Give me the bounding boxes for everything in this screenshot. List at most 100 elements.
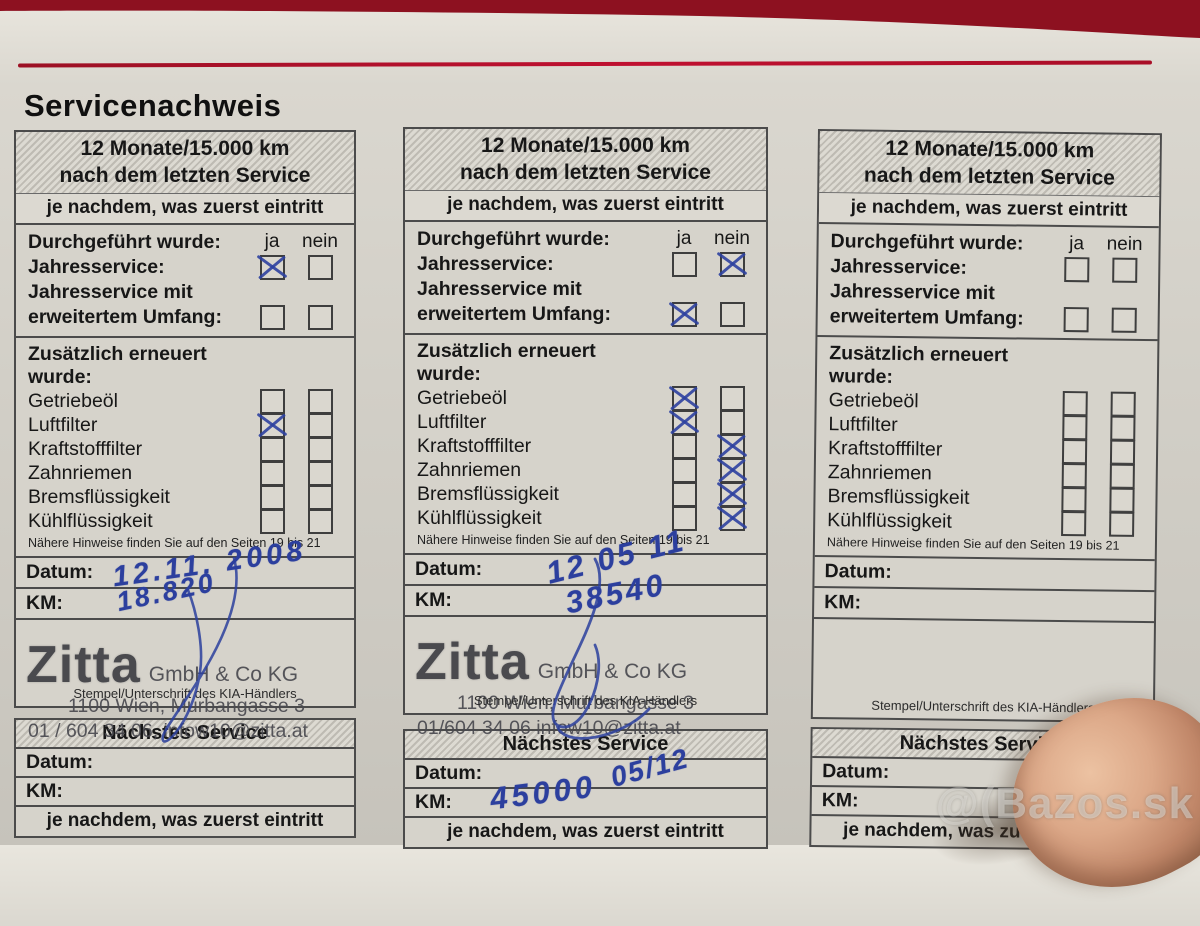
item-bremsfluessigkeit: Bremsflüssigkeit <box>417 482 559 505</box>
header-line1: 12 Monate/15.000 km <box>80 137 290 160</box>
next-date-label: Datum: <box>415 762 483 784</box>
watermark-camera-icon: @( <box>935 779 996 828</box>
checkbox-zahnriemen-ja <box>259 460 285 486</box>
stamp-caption: Stempel/Unterschrift des KIA-Händlers <box>473 693 698 708</box>
header-line2: nach dem letzten Service <box>460 160 711 184</box>
watermark-text: Bazos.sk <box>995 779 1194 828</box>
stamp-type: GmbH & Co KG <box>537 659 688 683</box>
item-luftfilter: Luftfilter <box>828 412 898 436</box>
performed-section: Durchgeführt wurde: ja nein Jahresservice:… <box>405 222 766 335</box>
checkbox-getriebeoel-nein <box>1110 391 1136 417</box>
service-form: 12 Monate/15.000 km nach dem letzten Ser… <box>810 129 1162 724</box>
item-getriebeoel: Getriebeöl <box>417 386 507 409</box>
form-header: 12 Monate/15.000 km nach dem letzten Ser… <box>16 132 354 194</box>
form-header: 12 Monate/15.000 km nach dem letzten Ser… <box>405 129 766 191</box>
renewed-section: Zusätzlich erneuert wurde: Getriebeöl Lu… <box>16 338 354 558</box>
item-zahnriemen: Zahnriemen <box>417 458 522 481</box>
no-label: nein <box>714 228 750 250</box>
printed-red-rule <box>17 60 1153 68</box>
service-record-column-1: 12 Monate/15.000 km nach dem letzten Ser… <box>14 130 356 838</box>
checkbox-bremsfluessigkeit-ja <box>1060 486 1087 513</box>
checkbox-kuehlfluessigkeit-nein <box>1108 511 1134 537</box>
item-kraftstofffilter: Kraftstofffilter <box>28 437 143 460</box>
checkbox-erweitert-ja <box>259 304 285 330</box>
next-date-label: Datum: <box>26 751 94 773</box>
header-sub: je nachdem, was zuerst eintritt <box>16 193 354 225</box>
stamp-caption: Stempel/Unterschrift des KIA-Händlers <box>73 686 297 701</box>
next-date-label: Datum: <box>822 760 890 783</box>
stamp-contact: 01/604 34 06 infow10@zitta.at <box>417 716 681 739</box>
checkbox-kraftstofffilter-nein <box>719 433 745 459</box>
date-label: Datum: <box>415 557 483 580</box>
checkbox-kraftstofffilter-ja <box>1061 438 1087 465</box>
checkbox-jahresservice-nein <box>1111 257 1137 283</box>
service-record-column-2: 12 Monate/15.000 km nach dem letzten Ser… <box>403 127 768 849</box>
checkbox-bremsfluessigkeit-nein <box>307 484 333 510</box>
checkbox-bremsfluessigkeit-ja <box>671 481 697 507</box>
checkbox-kuehlfluessigkeit-nein <box>307 508 333 534</box>
erweitert-label-2: erweitertem Umfang: <box>417 302 611 325</box>
km-label: KM: <box>824 590 862 614</box>
checkbox-bremsfluessigkeit-ja <box>259 484 285 510</box>
book-spine-red-band <box>0 0 1200 38</box>
service-form: 12 Monate/15.000 km nach dem letzten Ser… <box>403 127 768 740</box>
item-bremsfluessigkeit: Bremsflüssigkeit <box>827 484 970 509</box>
item-getriebeoel: Getriebeöl <box>828 388 919 412</box>
checkbox-getriebeoel-nein <box>307 388 333 414</box>
renewed-label: Zusätzlich erneuert wurde: <box>28 342 207 388</box>
checkbox-zahnriemen-ja <box>671 457 697 483</box>
checkbox-luftfilter-nein <box>719 409 745 435</box>
checkbox-jahresservice-nein <box>307 254 333 280</box>
header-sub: je nachdem, was zuerst eintritt <box>405 190 766 222</box>
jahresservice-label: Jahresservice: <box>830 254 968 279</box>
km-label: KM: <box>26 591 63 614</box>
checkbox-jahresservice-nein <box>719 251 745 277</box>
erweitert-label-1: Jahresservice mit <box>417 277 582 300</box>
header-line2: nach dem letzten Service <box>59 163 311 187</box>
stamp-name: Zitta <box>26 635 141 694</box>
checkbox-kraftstofffilter-ja <box>671 433 697 459</box>
checkbox-getriebeoel-ja <box>1062 390 1088 417</box>
footnote: Nähere Hinweise finden Sie auf den Seite… <box>826 534 1120 553</box>
checkbox-jahresservice-ja <box>671 251 697 277</box>
form-header: 12 Monate/15.000 km nach dem letzten Ser… <box>819 131 1160 197</box>
item-zahnriemen: Zahnriemen <box>28 461 133 484</box>
erweitert-label-1: Jahresservice mit <box>28 280 193 303</box>
header-line1: 12 Monate/15.000 km <box>481 134 690 157</box>
yes-label: ja <box>1069 233 1085 255</box>
checkbox-kraftstofffilter-nein <box>1109 439 1135 465</box>
erweitert-label-2: erweitertem Umfang: <box>829 304 1024 330</box>
item-getriebeoel: Getriebeöl <box>28 389 118 412</box>
checkbox-luftfilter-ja <box>671 409 697 435</box>
stamp-contact: 01 / 604 34 06, infow10@zitta.at <box>28 719 308 742</box>
checkbox-jahresservice-ja <box>259 254 285 280</box>
performed-label: Durchgeführt wurde: <box>830 229 1024 255</box>
yes-label: ja <box>264 231 280 253</box>
renewed-label: Zusätzlich erneuert wurde: <box>417 339 596 385</box>
checkbox-zahnriemen-nein <box>307 460 333 486</box>
renewed-section: Zusätzlich erneuert wurde: Getriebeöl Lu… <box>814 336 1158 561</box>
footnote: Nähere Hinweise finden Sie auf den Seite… <box>28 535 321 550</box>
no-label: nein <box>302 231 338 253</box>
renewed-label: Zusätzlich erneuert wurde: <box>828 341 1009 388</box>
erweitert-label-1: Jahresservice mit <box>829 279 995 304</box>
performed-section: Durchgeführt wurde: ja nein Jahresservice:… <box>16 225 354 338</box>
item-bremsfluessigkeit: Bremsflüssigkeit <box>28 485 170 508</box>
item-kuehlfluessigkeit: Kühlflüssigkeit <box>28 509 153 532</box>
item-kraftstofffilter: Kraftstofffilter <box>827 436 943 461</box>
checkbox-kuehlfluessigkeit-ja <box>1060 510 1086 537</box>
checkbox-getriebeoel-ja <box>671 385 697 411</box>
header-sub: je nachdem, was zuerst eintritt <box>818 192 1160 228</box>
checkbox-kraftstofffilter-ja <box>259 436 285 462</box>
item-zahnriemen: Zahnriemen <box>827 460 933 485</box>
stamp-area: Zitta GmbH & Co KG 1100 Wien, Murbangasse… <box>16 556 354 743</box>
stamp-name: Zitta <box>415 632 530 691</box>
item-kraftstofffilter: Kraftstofffilter <box>417 434 532 457</box>
date-label: Datum: <box>824 559 892 583</box>
checkbox-getriebeoel-ja <box>259 388 285 414</box>
next-km-label: KM: <box>821 789 859 812</box>
item-luftfilter: Luftfilter <box>28 413 98 436</box>
checkbox-erweitert-nein <box>719 301 745 327</box>
checkbox-luftfilter-ja <box>259 412 285 438</box>
page-title: Servicenachweis <box>24 88 282 123</box>
